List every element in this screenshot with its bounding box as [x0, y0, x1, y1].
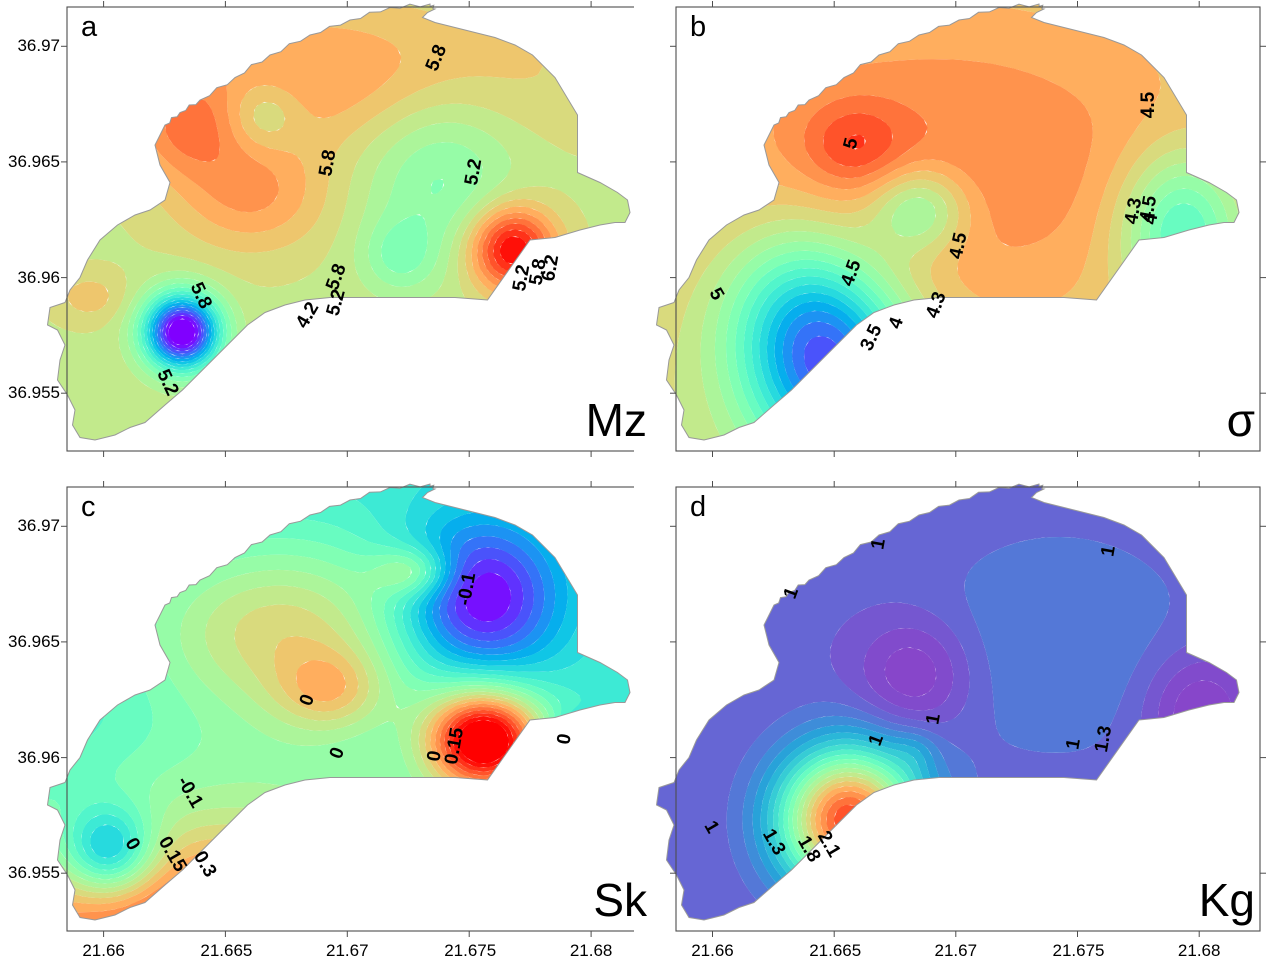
- svg-text:6.2: 6.2: [538, 253, 563, 283]
- svg-text:4.2: 4.2: [292, 299, 323, 332]
- svg-text:3.5: 3.5: [856, 321, 886, 354]
- svg-text:4: 4: [885, 314, 908, 332]
- svg-text:4.5: 4.5: [1138, 91, 1159, 118]
- svg-text:0: 0: [553, 732, 576, 746]
